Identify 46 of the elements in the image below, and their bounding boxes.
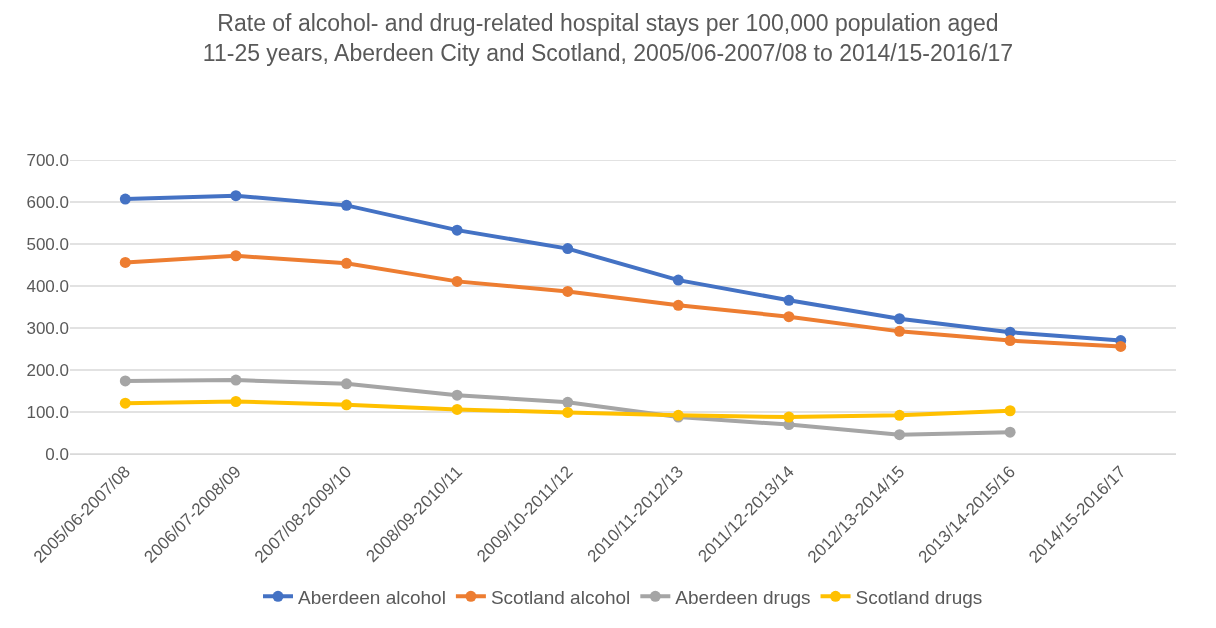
point [230, 374, 242, 386]
y-tick-label: 0.0 [45, 444, 69, 464]
legend-label: Aberdeen alcohol [298, 586, 446, 608]
legend-label: Scotland alcohol [490, 586, 631, 608]
y-tick-label: 600.0 [26, 192, 69, 212]
point [119, 397, 131, 409]
point [562, 396, 574, 408]
point [341, 257, 352, 269]
point [230, 190, 242, 202]
point [672, 274, 684, 286]
point [1004, 426, 1016, 438]
point [451, 224, 463, 236]
point [1004, 405, 1016, 417]
point [562, 406, 574, 418]
point [1115, 340, 1127, 352]
chart-title: Rate of alcohol- and drug-related hospital stays per 100,000 population aged 11-25 years, Aberdeen City and Scotland, 2005/06-2007/08 to 2014/15-2016/17 [202, 10, 1014, 67]
point [894, 409, 905, 421]
point [783, 311, 795, 323]
point [562, 243, 574, 255]
point [672, 299, 684, 311]
point [230, 396, 242, 407]
point [341, 399, 352, 411]
y-tick-label: 500.0 [26, 234, 69, 254]
y-tick-label: 200.0 [26, 360, 69, 380]
y-tick-label: 400.0 [26, 276, 69, 296]
point [341, 378, 352, 390]
y-tick-label: 300.0 [26, 318, 69, 338]
y-tick-label: 100.0 [26, 402, 69, 422]
point [894, 313, 905, 325]
y-tick-label: 700.0 [26, 150, 69, 170]
point [119, 256, 131, 268]
point [562, 285, 574, 297]
point [119, 375, 131, 387]
point [894, 325, 905, 337]
point [341, 199, 352, 211]
point [451, 389, 463, 401]
point [119, 193, 131, 205]
point [451, 275, 463, 287]
point [894, 429, 905, 441]
point [230, 250, 242, 262]
point [783, 294, 795, 306]
point [1004, 335, 1016, 347]
legend-label: Scotland drugs [855, 586, 983, 608]
legend-label: Aberdeen drugs [675, 586, 811, 608]
point [451, 403, 463, 415]
point [783, 411, 795, 423]
